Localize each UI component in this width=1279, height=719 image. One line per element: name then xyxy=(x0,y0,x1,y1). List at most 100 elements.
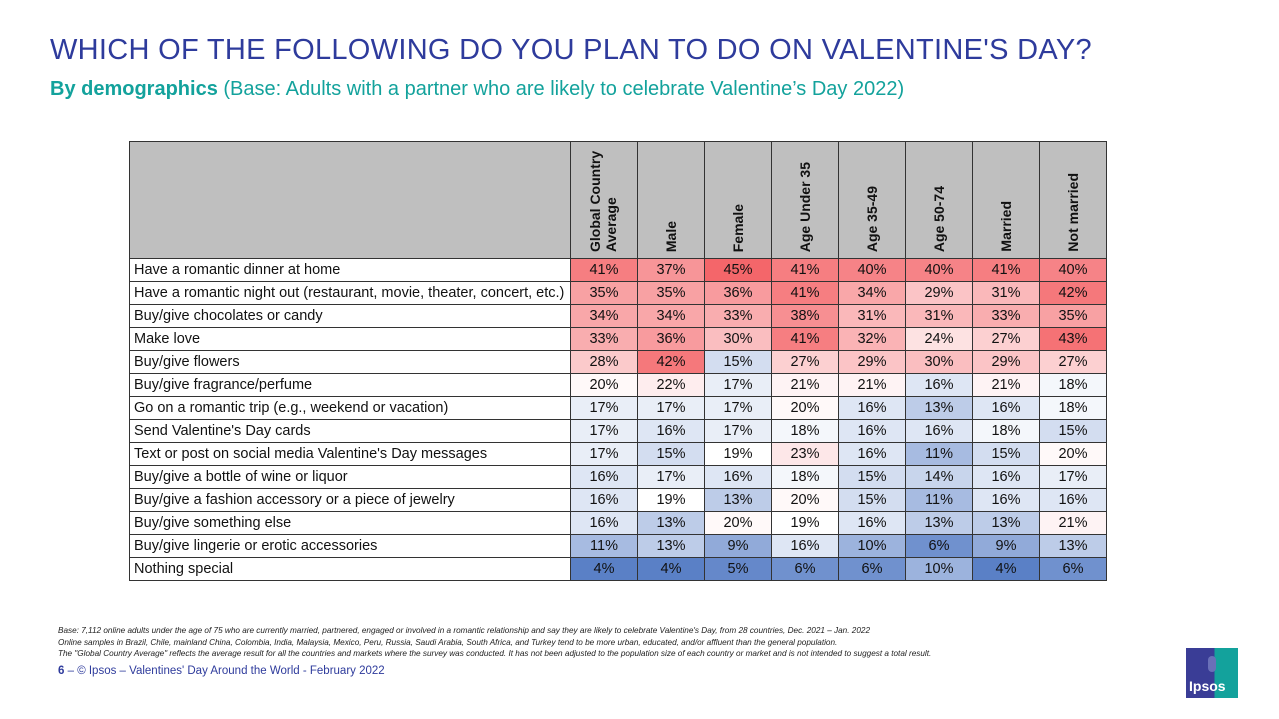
row-label: Buy/give something else xyxy=(129,511,571,535)
table-row: Buy/give a fashion accessory or a piece … xyxy=(129,488,1107,512)
table-cell: 24% xyxy=(905,327,973,351)
table-cell: 21% xyxy=(1039,511,1107,535)
page-footer: 6 – © Ipsos – Valentines' Day Around the… xyxy=(58,665,385,677)
row-label: Go on a romantic trip (e.g., weekend or … xyxy=(129,396,571,420)
table-row: Buy/give something else 16% 13% 20% 19% 16% 13… xyxy=(129,511,1107,535)
table-cell: 17% xyxy=(637,465,705,489)
table-cell: 18% xyxy=(771,419,839,443)
table-cell: 31% xyxy=(905,304,973,328)
table-cell: 42% xyxy=(1039,281,1107,305)
table-cell: 13% xyxy=(637,534,705,558)
row-label: Buy/give a bottle of wine or liquor xyxy=(129,465,571,489)
table-cell: 16% xyxy=(570,465,638,489)
table-cell: 22% xyxy=(637,373,705,397)
row-label: Buy/give fragrance/perfume xyxy=(129,373,571,397)
row-label: Buy/give a fashion accessory or a piece … xyxy=(129,488,571,512)
table-row: Nothing special 4% 4% 5% 6% 6% 10% 4% 6% xyxy=(129,557,1107,581)
table-cell: 14% xyxy=(905,465,973,489)
table-cell: 31% xyxy=(838,304,906,328)
row-label: Make love xyxy=(129,327,571,351)
column-header: Age 35-49 xyxy=(838,141,906,259)
table-cell: 36% xyxy=(704,281,772,305)
table-cell: 6% xyxy=(838,557,906,581)
table-cell: 40% xyxy=(1039,258,1107,282)
table-cell: 19% xyxy=(704,442,772,466)
table-cell: 35% xyxy=(1039,304,1107,328)
page-number: 6 xyxy=(58,665,65,677)
column-header-label: Male xyxy=(663,220,679,252)
table-cell: 30% xyxy=(704,327,772,351)
table-cell: 13% xyxy=(704,488,772,512)
table-cell: 11% xyxy=(570,534,638,558)
footer-text: – © Ipsos – Valentines' Day Around the W… xyxy=(64,665,385,677)
table-cell: 10% xyxy=(838,534,906,558)
table-cell: 15% xyxy=(704,350,772,374)
column-header: Age 50-74 xyxy=(905,141,973,259)
table-cell: 21% xyxy=(838,373,906,397)
table-cell: 15% xyxy=(972,442,1040,466)
table-cell: 20% xyxy=(570,373,638,397)
table-cell: 43% xyxy=(1039,327,1107,351)
table-row: Have a romantic night out (restaurant, m… xyxy=(129,281,1107,305)
table-cell: 13% xyxy=(905,511,973,535)
table-cell: 35% xyxy=(637,281,705,305)
column-header: Female xyxy=(704,141,772,259)
table-cell: 15% xyxy=(838,465,906,489)
table-cell: 34% xyxy=(838,281,906,305)
table-cell: 41% xyxy=(771,281,839,305)
table-cell: 16% xyxy=(972,488,1040,512)
table-cell: 21% xyxy=(771,373,839,397)
table-cell: 29% xyxy=(972,350,1040,374)
table-cell: 36% xyxy=(637,327,705,351)
table-cell: 16% xyxy=(972,396,1040,420)
table-row: Buy/give a bottle of wine or liquor 16% 17… xyxy=(129,465,1107,489)
table-cell: 4% xyxy=(637,557,705,581)
table-cell: 16% xyxy=(905,373,973,397)
column-header: Age Under 35 xyxy=(771,141,839,259)
table-cell: 16% xyxy=(972,465,1040,489)
table-cell: 34% xyxy=(570,304,638,328)
footnote-average: The "Global Country Average" reflects th… xyxy=(58,649,932,658)
table-cell: 16% xyxy=(637,419,705,443)
row-label: Buy/give chocolates or candy xyxy=(129,304,571,328)
column-header: Not married xyxy=(1039,141,1107,259)
row-label: Nothing special xyxy=(129,557,571,581)
table-cell: 41% xyxy=(972,258,1040,282)
table-cell: 42% xyxy=(637,350,705,374)
table-row: Buy/give fragrance/perfume 20% 22% 17% 21% 21… xyxy=(129,373,1107,397)
table-cell: 15% xyxy=(1039,419,1107,443)
column-header-label: Global Country Average xyxy=(587,150,619,252)
table-cell: 20% xyxy=(1039,442,1107,466)
table-cell: 19% xyxy=(637,488,705,512)
table-cell: 15% xyxy=(637,442,705,466)
table-row: Have a romantic dinner at home 41% 37% 45% 4… xyxy=(129,258,1107,282)
table-row: Buy/give lingerie or erotic accessories 1… xyxy=(129,534,1107,558)
table-cell: 45% xyxy=(704,258,772,282)
table-cell: 27% xyxy=(1039,350,1107,374)
table-cell: 32% xyxy=(838,327,906,351)
table-cell: 16% xyxy=(838,419,906,443)
table-cell: 6% xyxy=(771,557,839,581)
table-cell: 5% xyxy=(704,557,772,581)
subtitle-base: (Base: Adults with a partner who are lik… xyxy=(217,78,905,100)
table-cell: 9% xyxy=(704,534,772,558)
table-cell: 20% xyxy=(771,488,839,512)
table-cell: 11% xyxy=(905,442,973,466)
table-cell: 4% xyxy=(972,557,1040,581)
table-cell: 17% xyxy=(570,396,638,420)
table-cell: 17% xyxy=(570,442,638,466)
table-cell: 13% xyxy=(1039,534,1107,558)
table-cell: 41% xyxy=(771,258,839,282)
subtitle-bold: By demographics xyxy=(50,78,218,100)
table-cell: 16% xyxy=(905,419,973,443)
table-cell: 16% xyxy=(570,488,638,512)
table-cell: 34% xyxy=(637,304,705,328)
table-cell: 13% xyxy=(905,396,973,420)
table-cell: 23% xyxy=(771,442,839,466)
table-cell: 4% xyxy=(570,557,638,581)
table-cell: 18% xyxy=(1039,373,1107,397)
data-table: Global Country Average Male Female Age Unde… xyxy=(129,141,1107,581)
table-cell: 13% xyxy=(637,511,705,535)
footnotes: Base: 7,112 online adults under the age … xyxy=(58,625,931,660)
table-cell: 29% xyxy=(905,281,973,305)
